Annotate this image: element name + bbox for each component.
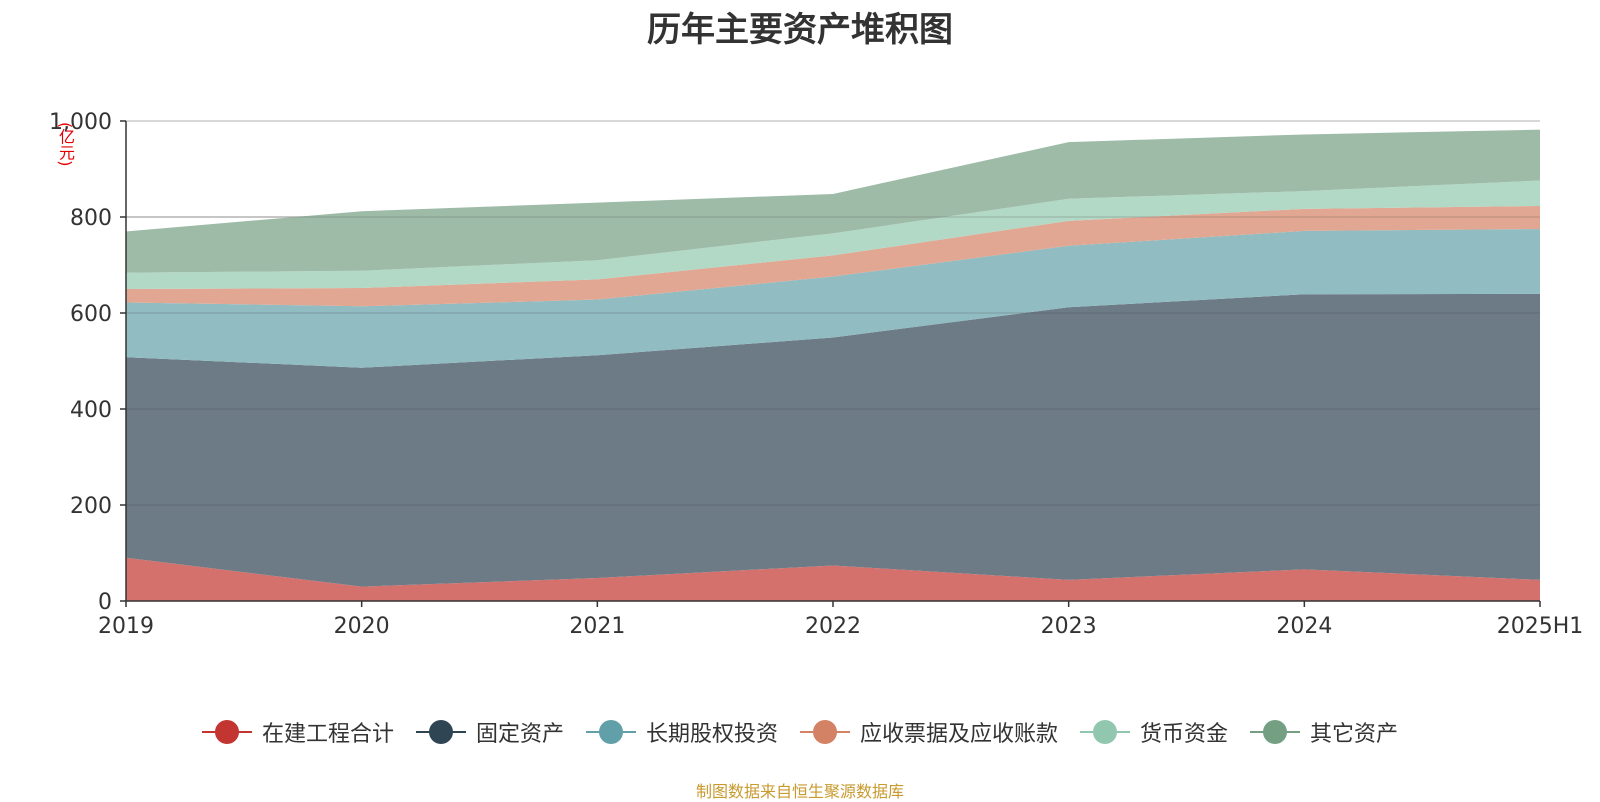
legend-item[interactable]: 长期股权投资 <box>585 716 778 748</box>
x-tick-label: 2024 <box>1276 614 1332 639</box>
y-tick-label: 800 <box>70 206 112 231</box>
legend-item[interactable]: 货币资金 <box>1080 716 1228 748</box>
x-tick-label: 2021 <box>569 614 625 639</box>
legend: 在建工程合计 固定资产 长期股权投资 应收票据及应收账款 货币资金 其它资产 <box>0 716 1600 748</box>
legend-marker-icon <box>201 717 252 747</box>
area-5 <box>126 129 1540 273</box>
x-tick-label: 2023 <box>1041 614 1097 639</box>
axes: 0 200 400 600 800 1,000 2019 2020 2021 2022 2023 20… <box>49 110 1583 639</box>
area-4 <box>126 180 1540 289</box>
data-source-note: 制图数据来自恒生聚源数据库 <box>695 782 904 801</box>
legend-item[interactable]: 在建工程合计 <box>201 716 394 748</box>
y-tick-label: 400 <box>70 398 112 423</box>
legend-item[interactable]: 应收票据及应收账款 <box>800 716 1058 748</box>
y-tick-label: 0 <box>98 590 112 615</box>
x-tick-label: 2022 <box>805 614 861 639</box>
area-series <box>126 129 1540 601</box>
legend-marker-dot <box>598 720 623 744</box>
legend-marker-dot <box>428 720 453 744</box>
legend-marker-dot <box>214 720 239 744</box>
y-tick-label: 1,000 <box>49 110 112 135</box>
area-2 <box>126 229 1540 368</box>
y-tick-label: 200 <box>70 494 112 519</box>
area-1 <box>126 293 1540 587</box>
legend-marker-icon <box>415 717 466 747</box>
y-tick-label: 600 <box>70 302 112 327</box>
legend-marker-icon <box>800 717 850 747</box>
legend-marker-icon <box>1080 717 1131 747</box>
x-tick-label: 2025H1 <box>1497 614 1584 639</box>
legend-label: 长期股权投资 <box>645 722 778 747</box>
legend-label: 货币资金 <box>1140 722 1229 747</box>
chart-title: 历年主要资产堆积图 <box>647 10 953 50</box>
legend-marker-icon <box>585 717 636 747</box>
legend-item[interactable]: 固定资产 <box>415 716 564 748</box>
x-tick-label: 2020 <box>334 614 390 639</box>
area-0 <box>126 557 1540 601</box>
legend-label: 在建工程合计 <box>261 722 394 747</box>
legend-marker-icon <box>1250 717 1301 747</box>
area-3 <box>126 205 1540 307</box>
y-axis-unit-label: (亿元) <box>56 122 75 167</box>
legend-marker-dot <box>813 720 837 744</box>
x-tick-label: 2019 <box>98 614 154 639</box>
legend-label: 固定资产 <box>475 722 564 747</box>
legend-item[interactable]: 其它资产 <box>1250 716 1398 748</box>
legend-marker-dot <box>1263 720 1288 744</box>
legend-marker-dot <box>1093 720 1118 744</box>
legend-label: 其它资产 <box>1310 722 1399 747</box>
legend-label: 应收票据及应收账款 <box>860 722 1059 747</box>
